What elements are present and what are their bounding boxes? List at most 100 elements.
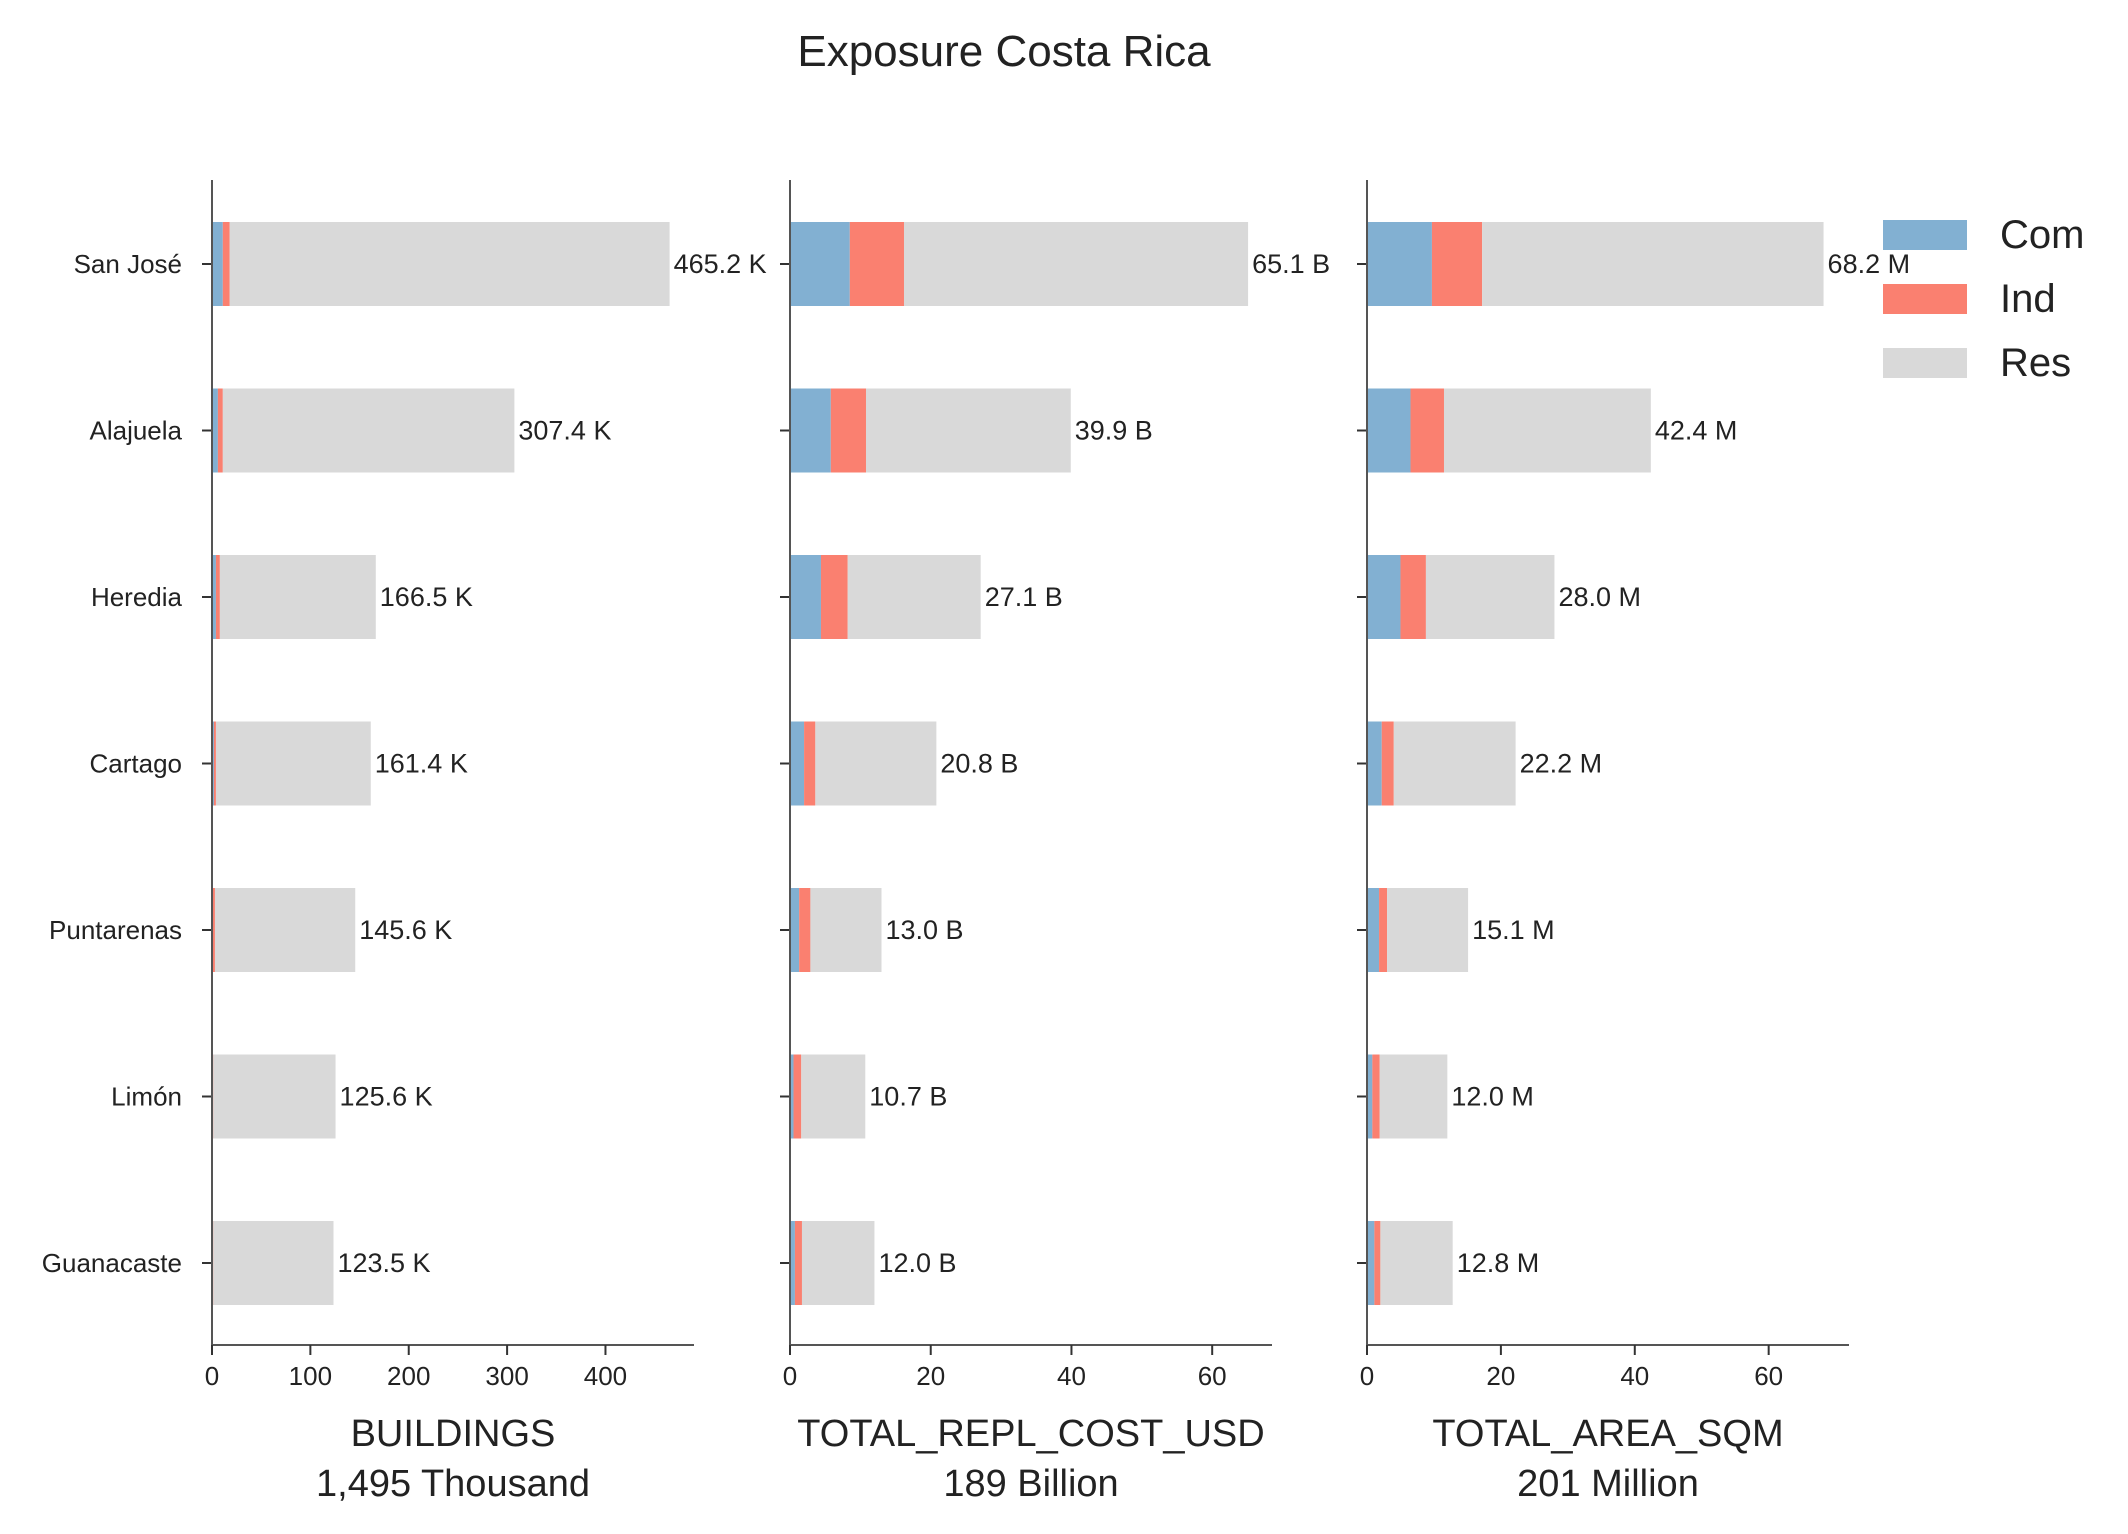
bar-res-3-2 <box>1443 388 1651 473</box>
category-label: San José <box>74 249 182 279</box>
data-label: 10.7 B <box>869 1082 947 1112</box>
bar-com-3-1 <box>1367 222 1432 306</box>
bar-res-2-3 <box>847 555 981 639</box>
data-label: 307.4 K <box>518 416 611 446</box>
bar-ind-3-2 <box>1410 388 1444 473</box>
legend-label-com: Com <box>2000 213 2084 257</box>
bar-com-2-4 <box>790 721 805 806</box>
data-label: 145.6 K <box>359 915 452 945</box>
bar-com-3-2 <box>1367 388 1411 473</box>
bar-res-2-7 <box>801 1221 875 1305</box>
bar-res-2-1 <box>903 222 1249 306</box>
legend-label-res: Res <box>2000 341 2071 385</box>
bar-res-1-1 <box>229 222 670 306</box>
bar-res-2-4 <box>815 721 937 806</box>
bar-com-3-5 <box>1367 888 1380 972</box>
bar-res-2-5 <box>810 888 882 972</box>
bar-ind-2-1 <box>849 222 904 306</box>
data-label: 39.9 B <box>1075 416 1153 446</box>
bar-ind-2-2 <box>830 388 866 473</box>
data-label: 15.1 M <box>1472 915 1555 945</box>
data-label: 27.1 B <box>985 582 1063 612</box>
bar-ind-1-1 <box>222 222 230 306</box>
category-label: Guanacaste <box>42 1248 182 1278</box>
x-tick-label: 20 <box>916 1361 945 1391</box>
category-label: Heredia <box>91 582 183 612</box>
x-axis-label: TOTAL_AREA_SQM <box>1432 1413 1783 1455</box>
x-tick-label: 0 <box>1360 1361 1374 1391</box>
x-axis-subtitle: 189 Billion <box>943 1463 1118 1505</box>
data-label: 125.6 K <box>340 1082 433 1112</box>
bar-com-1-1 <box>212 222 223 306</box>
data-label: 123.5 K <box>337 1248 430 1278</box>
bar-ind-2-7 <box>794 1221 802 1305</box>
category-label: Puntarenas <box>49 915 182 945</box>
bar-res-3-1 <box>1482 222 1824 306</box>
data-label: 68.2 M <box>1828 249 1911 279</box>
bar-com-1-3 <box>212 555 216 639</box>
x-tick-label: 40 <box>1057 1361 1086 1391</box>
bar-ind-2-3 <box>820 555 848 639</box>
x-axis-label: TOTAL_REPL_COST_USD <box>797 1413 1264 1455</box>
bar-ind-2-5 <box>799 888 811 972</box>
bar-com-3-7 <box>1367 1221 1375 1305</box>
bar-ind-3-6 <box>1372 1054 1380 1139</box>
bar-com-3-4 <box>1367 721 1382 806</box>
bar-com-2-2 <box>790 388 831 473</box>
data-label: 65.1 B <box>1252 249 1330 279</box>
bar-res-1-4 <box>215 721 371 806</box>
bar-res-2-2 <box>865 388 1071 473</box>
data-label: 13.0 B <box>885 915 963 945</box>
x-tick-label: 20 <box>1486 1361 1515 1391</box>
data-label: 20.8 B <box>940 749 1018 779</box>
bar-ind-3-7 <box>1374 1221 1381 1305</box>
x-tick-label: 300 <box>485 1361 528 1391</box>
bar-res-1-5 <box>214 888 356 972</box>
category-label: Cartago <box>90 749 183 779</box>
bar-ind-3-5 <box>1379 888 1388 972</box>
bar-res-3-6 <box>1379 1054 1448 1139</box>
data-label: 161.4 K <box>375 749 468 779</box>
data-label: 166.5 K <box>380 582 473 612</box>
chart-title: Exposure Costa Rica <box>797 27 1211 76</box>
bar-res-3-7 <box>1380 1221 1453 1305</box>
data-label: 22.2 M <box>1520 749 1603 779</box>
bar-res-1-2 <box>222 388 515 473</box>
x-tick-label: 0 <box>783 1361 797 1391</box>
bar-ind-3-4 <box>1381 721 1394 806</box>
x-tick-label: 40 <box>1620 1361 1649 1391</box>
x-axis-subtitle: 201 Million <box>1517 1463 1699 1505</box>
bar-res-1-7 <box>213 1221 334 1305</box>
bar-ind-1-4 <box>213 721 216 806</box>
legend-label-ind: Ind <box>2000 277 2056 321</box>
legend-swatch-com <box>1883 220 1967 250</box>
x-axis-label: BUILDINGS <box>351 1413 556 1455</box>
bar-ind-1-5 <box>212 888 215 972</box>
legend: Com Ind Res <box>1883 213 2084 385</box>
bar-ind-1-2 <box>217 388 223 473</box>
data-label: 465.2 K <box>674 249 767 279</box>
bar-com-2-7 <box>790 1221 795 1305</box>
bar-res-3-3 <box>1425 555 1555 639</box>
bar-ind-2-4 <box>804 721 816 806</box>
bar-com-2-5 <box>790 888 800 972</box>
x-tick-label: 100 <box>289 1361 332 1391</box>
legend-swatch-ind <box>1883 284 1967 314</box>
legend-swatch-res <box>1883 348 1967 378</box>
bar-ind-3-1 <box>1431 222 1483 306</box>
data-label: 12.0 M <box>1451 1082 1534 1112</box>
bar-com-3-6 <box>1367 1054 1373 1139</box>
bar-res-1-3 <box>219 555 376 639</box>
bar-com-2-6 <box>790 1054 794 1139</box>
panel-3: 68.2 M 42.4 M 28.0 M 22.2 M 15.1 M 12.0 M 12.8… <box>1357 180 1910 1505</box>
bar-com-2-3 <box>790 555 821 639</box>
panel-1: 465.2 K San José 307.4 K Alajuela 166.5 K Her… <box>42 180 767 1505</box>
data-label: 12.8 M <box>1457 1248 1540 1278</box>
data-label: 12.0 B <box>878 1248 956 1278</box>
category-label: Limón <box>111 1082 182 1112</box>
x-axis-subtitle: 1,495 Thousand <box>316 1463 590 1505</box>
bar-res-1-6 <box>213 1054 336 1139</box>
x-tick-label: 200 <box>387 1361 430 1391</box>
x-tick-label: 0 <box>205 1361 219 1391</box>
bar-com-3-3 <box>1367 555 1401 639</box>
